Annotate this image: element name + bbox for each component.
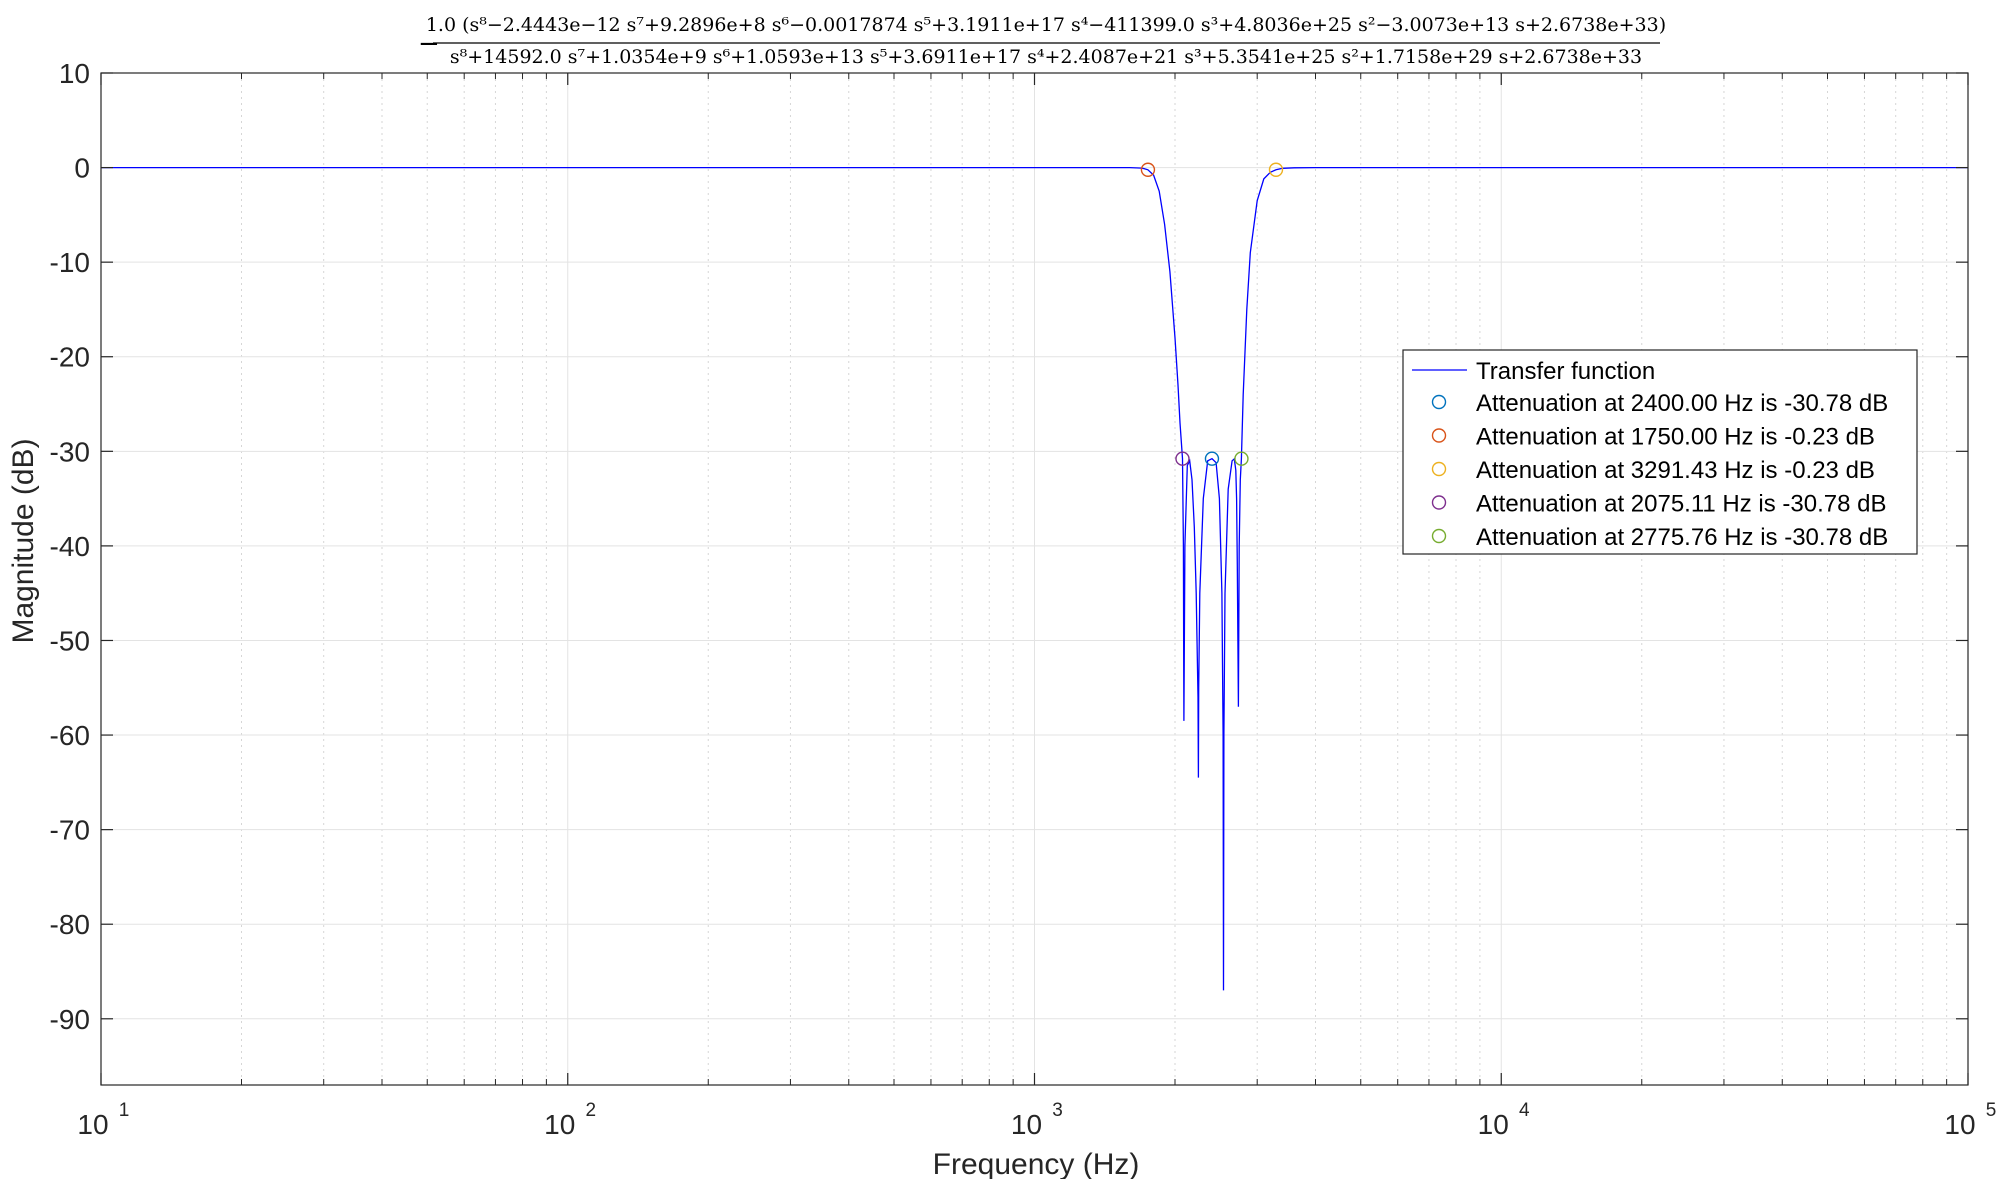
major-grid: [100, 72, 1969, 1085]
x-tick-label: 10: [1011, 1109, 1042, 1140]
y-tick-label: -20: [50, 342, 90, 373]
y-tick-label: 10: [59, 58, 90, 89]
y-axis-label: Magnitude (dB): [7, 438, 40, 643]
attenuation-marker: [1204, 451, 1220, 466]
legend-entry-attenuation: Attenuation at 2400.00 Hz is -30.78 dB: [1476, 390, 1888, 417]
y-tick-labels: 10 0 -10 -20 -30 -40 -50 -60 -70 -80 -90: [50, 58, 90, 1035]
legend-marker-swatch: [1431, 394, 1447, 410]
y-tick-label: -70: [50, 815, 90, 846]
tick-marks: [100, 72, 1969, 1085]
legend-marker-swatch: [1431, 528, 1447, 544]
x-tick-label: 10: [1944, 1109, 1975, 1140]
x-axis-label: Frequency (Hz): [933, 1148, 1140, 1179]
legend-marker-swatch: [1431, 461, 1447, 477]
legend-entry-transfer-function: Transfer function: [1476, 358, 1655, 385]
y-tick-label: -40: [50, 531, 90, 562]
minor-grid: [241, 73, 1948, 1085]
x-tick-label-exponent: 2: [585, 1100, 596, 1121]
legend-entry-attenuation: Attenuation at 2775.76 Hz is -30.78 dB: [1476, 524, 1888, 551]
y-tick-label: -90: [50, 1004, 90, 1035]
chart-title-numerator: 1.0 (s⁸−2.4443e−12 s⁷+9.2896e+8 s⁶−0.001…: [426, 14, 1666, 36]
chart-title-denominator: s⁸+14592.0 s⁷+1.0354e+9 s⁶+1.0593e+13 s⁵…: [450, 46, 1642, 68]
legend: Transfer function Attenuation at 2400.00…: [1402, 349, 1918, 555]
x-tick-label-exponent: 3: [1052, 1100, 1063, 1121]
x-tick-label-exponent: 4: [1519, 1100, 1530, 1121]
chart-title-sign: −: [418, 29, 440, 59]
x-tick-labels: 10 1 10 2 10 3 10 4 10 5: [77, 1100, 1996, 1140]
transfer-function-line: [101, 166, 1968, 991]
legend-entry-attenuation: Attenuation at 2075.11 Hz is -30.78 dB: [1476, 491, 1887, 518]
legend-box: [1402, 349, 1918, 555]
marker-layer: [1140, 162, 1284, 466]
y-tick-label: 0: [74, 153, 90, 184]
x-tick-label: 10: [77, 1109, 108, 1140]
legend-entry-attenuation: Attenuation at 1750.00 Hz is -0.23 dB: [1476, 424, 1875, 451]
y-tick-label: -80: [50, 909, 90, 940]
y-tick-label: -60: [50, 720, 90, 751]
x-tick-label-exponent: 5: [1986, 1100, 1997, 1121]
legend-marker-swatch: [1431, 428, 1447, 443]
x-tick-label: 10: [1478, 1109, 1509, 1140]
attenuation-marker: [1268, 162, 1284, 177]
attenuation-marker: [1175, 451, 1190, 466]
attenuation-marker: [1140, 162, 1156, 177]
legend-marker-swatch: [1431, 495, 1447, 510]
x-tick-label: 10: [544, 1109, 575, 1140]
series-layer: [101, 166, 1968, 991]
y-tick-label: -50: [50, 625, 90, 656]
attenuation-marker: [1234, 451, 1249, 466]
x-tick-label-exponent: 1: [119, 1100, 130, 1121]
legend-entry-attenuation: Attenuation at 3291.43 Hz is -0.23 dB: [1476, 457, 1875, 484]
y-tick-label: -10: [50, 247, 90, 278]
y-tick-label: -30: [50, 436, 90, 467]
